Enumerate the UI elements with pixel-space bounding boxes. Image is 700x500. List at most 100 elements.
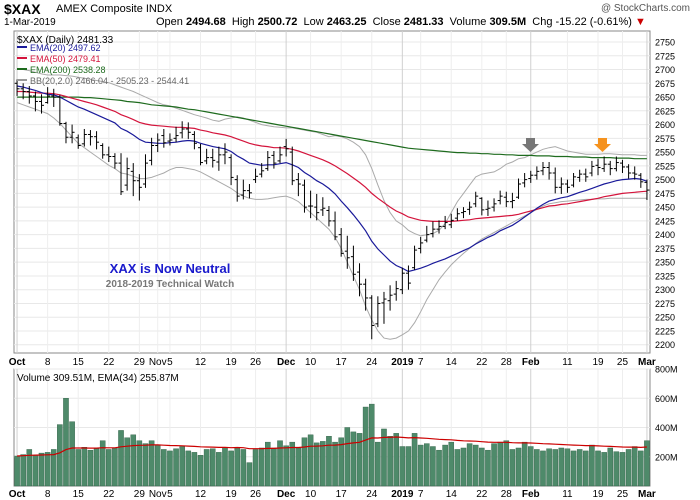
price-bar <box>179 121 185 139</box>
price-bar <box>271 150 277 169</box>
volume-bar <box>558 447 565 487</box>
price-tick-label: 2500 <box>655 175 675 185</box>
volume-bar <box>63 398 69 487</box>
price-tick-label: 2325 <box>655 271 675 281</box>
volume-bar <box>338 437 344 487</box>
x-tick-label-volume: Nov <box>149 489 167 500</box>
volume-tick-label: 200M <box>655 452 678 462</box>
volume-bar <box>472 444 479 487</box>
price-bar <box>234 175 240 202</box>
volume-bar <box>460 447 467 487</box>
x-tick-label-volume: 24 <box>366 489 378 500</box>
bb-upper-line <box>17 69 647 237</box>
x-tick-label-volume: 12 <box>195 489 207 500</box>
price-bar <box>81 128 87 147</box>
price-bar <box>558 177 564 194</box>
price-bar <box>528 170 534 183</box>
x-tick-label-volume: 17 <box>336 489 348 500</box>
x-tick-label: 2019 <box>391 357 414 368</box>
volume-bar <box>32 455 39 487</box>
volume-bar <box>136 440 143 487</box>
x-tick-label: Feb <box>522 357 540 368</box>
price-bar <box>344 235 350 269</box>
volume-bar <box>313 442 320 487</box>
price-bar <box>393 280 399 301</box>
price-bar <box>118 153 124 196</box>
volume-bar <box>265 441 271 487</box>
volume-bar <box>69 421 75 487</box>
price-bar <box>509 192 515 209</box>
price-bar <box>424 225 430 243</box>
down-arrow-gray-icon <box>522 138 539 152</box>
volume-bar <box>216 452 222 487</box>
volume-bar <box>167 450 173 487</box>
price-tick-label: 2375 <box>655 244 675 254</box>
x-tick-label: 10 <box>305 357 317 368</box>
volume-bar <box>332 441 338 487</box>
volume-value: 309.5M <box>489 16 527 28</box>
price-bar <box>326 206 332 227</box>
volume-bar <box>540 450 546 487</box>
x-tick-label-volume: Mar <box>638 489 656 500</box>
price-bar <box>246 184 252 199</box>
price-bar <box>516 178 522 199</box>
volume-bar <box>161 449 167 487</box>
price-tick-label: 2600 <box>655 120 675 130</box>
x-tick-label-volume: 2019 <box>391 489 414 500</box>
volume-bar <box>552 449 558 487</box>
x-tick-label-volume: 11 <box>562 489 573 500</box>
price-bar <box>228 154 234 186</box>
volume-bar <box>38 452 45 487</box>
volume-bar <box>619 452 626 487</box>
price-bar <box>130 163 136 197</box>
price-bar <box>460 207 466 219</box>
volume-tick-label: 600M <box>655 394 678 404</box>
price-bar <box>149 137 155 166</box>
volume-bar <box>405 446 412 487</box>
price-bar <box>418 236 424 254</box>
volume-bar <box>356 433 363 487</box>
price-bar <box>191 131 197 150</box>
price-bar <box>265 150 271 171</box>
legend-price: $XAX (Daily) 2481.33 <box>17 35 114 46</box>
volume-bar <box>625 449 632 487</box>
price-bars <box>14 79 650 340</box>
volume-bar <box>442 444 448 487</box>
volume-bar <box>546 448 552 487</box>
volume-bar <box>491 443 497 487</box>
price-tick-label: 2350 <box>655 258 675 268</box>
volume-bar <box>393 433 399 487</box>
high-label: High <box>231 16 255 28</box>
price-bar <box>412 245 418 270</box>
price-bar <box>75 134 81 149</box>
volume-bar <box>564 448 571 487</box>
price-bar <box>491 198 497 212</box>
volume-bar <box>448 441 455 487</box>
volume-label: Volume <box>449 16 487 28</box>
price-bar <box>167 133 173 146</box>
price-bar <box>155 133 161 153</box>
x-tick-label: 29 <box>134 357 146 368</box>
bb-lower-line <box>16 102 647 340</box>
price-bar <box>198 143 204 166</box>
volume-bar <box>271 447 277 487</box>
price-tick-label: 2650 <box>655 93 675 103</box>
volume-tick-label: 800M <box>655 365 678 375</box>
price-bar <box>638 173 644 188</box>
high-value: 2500.72 <box>257 16 298 28</box>
legend-ema50: EMA(50) 2479.41 <box>30 54 101 64</box>
price-tick-label: 2725 <box>655 51 675 61</box>
price-tick-label: 2225 <box>655 326 675 336</box>
ema50-line <box>17 90 647 222</box>
price-bar <box>546 162 552 180</box>
price-bar <box>577 169 583 182</box>
chg-value: -15.22 (-0.61%) <box>555 16 632 28</box>
volume-bar <box>93 448 100 487</box>
volume-bar <box>454 449 461 487</box>
volume-bar <box>124 437 130 487</box>
low-label: Low <box>303 16 324 28</box>
price-bar <box>430 221 436 238</box>
volume-bar <box>26 449 33 487</box>
volume-bar <box>570 450 577 487</box>
price-y-axis: 2200 2225 2250 2275 2300 2325 2350 2375 2400 2425… <box>655 38 675 351</box>
